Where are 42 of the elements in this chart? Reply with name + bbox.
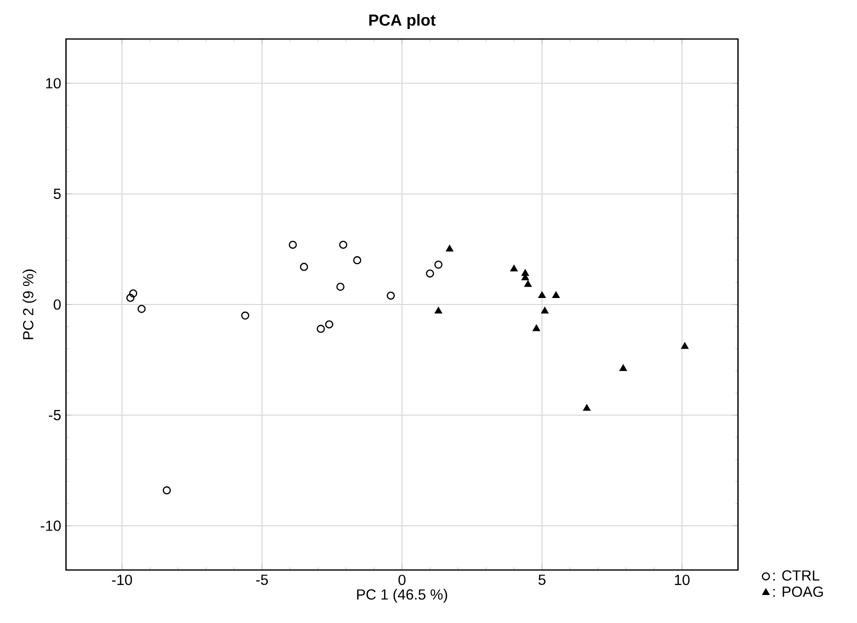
point: [325, 320, 334, 328]
point: [336, 282, 344, 291]
legend-label: : CTRL: [773, 570, 820, 581]
point: [288, 240, 297, 249]
point: [434, 260, 442, 269]
x-tick-label: 5: [538, 574, 546, 585]
point: [681, 342, 688, 349]
y-tick-label: -10: [40, 520, 61, 531]
y-tick-label: 10: [46, 78, 61, 88]
point: [353, 256, 362, 264]
point: [126, 294, 134, 302]
chart-title: PCA plot: [369, 14, 436, 29]
x-tick-label: 10: [674, 574, 690, 586]
point: [339, 240, 348, 249]
x-tick-label: -5: [256, 574, 268, 585]
point: [524, 280, 532, 287]
legend-label: : POAG: [773, 586, 823, 597]
x-tick-label: 0: [398, 574, 406, 586]
y-axis-title: PC 2 (9 %): [22, 270, 36, 340]
point: [138, 304, 146, 313]
point: [510, 265, 518, 272]
point: [162, 486, 171, 494]
point: [300, 262, 308, 271]
x-tick-label: -10: [112, 574, 132, 586]
point: [316, 324, 325, 333]
point: [583, 404, 590, 411]
point: [541, 307, 548, 314]
point: [552, 292, 560, 298]
point: [522, 269, 529, 276]
y-tick-label: 0: [54, 299, 61, 310]
point: [434, 307, 442, 314]
point: [446, 245, 454, 252]
point: [426, 269, 434, 278]
point: [538, 292, 546, 298]
y-tick-label: 5: [54, 188, 61, 199]
point: [241, 311, 250, 320]
x-axis-title: PC 1 (46.5 %): [357, 588, 448, 603]
point: [620, 364, 627, 371]
y-tick-label: -5: [48, 410, 61, 420]
point: [386, 292, 395, 300]
point: [129, 289, 138, 298]
point: [532, 324, 540, 332]
